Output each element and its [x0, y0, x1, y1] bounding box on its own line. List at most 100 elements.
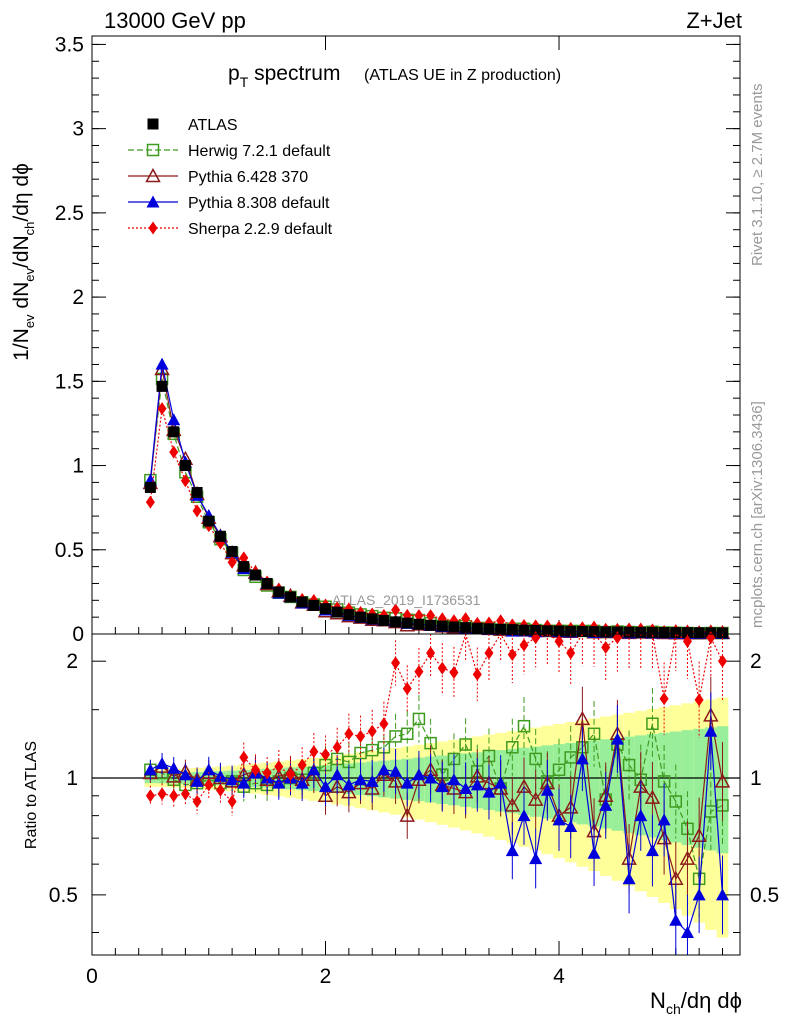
chart-title-rest: spectrum	[248, 62, 340, 85]
ratio-series	[142, 631, 731, 955]
atlas-main-point	[355, 611, 367, 623]
sherpa-2-2-9-default-ratio-point	[437, 661, 447, 675]
atlas-main-point	[308, 599, 320, 611]
sherpa-2-2-9-default-ratio-point	[285, 768, 295, 782]
sherpa-2-2-9-default-ratio-point	[519, 638, 529, 652]
atlas-legend-label: ATLAS	[188, 117, 238, 134]
sherpa-2-2-9-default-ratio-point	[274, 760, 284, 774]
pythia-8-308-default-ratio-point	[470, 778, 484, 791]
atlas-main-point	[483, 623, 495, 635]
pythia-8-308-default-ratio-point	[342, 778, 356, 791]
sherpa-2-2-9-default-ratio-point	[717, 654, 727, 668]
ratio-tick-label: 2	[66, 650, 78, 673]
y-axis-label-sub3: ch	[22, 222, 37, 236]
chart-title: pT spectrum	[228, 62, 340, 90]
x-tick-label: 2	[320, 965, 332, 988]
pythia-8-308-default-ratio-point	[225, 773, 239, 786]
atlas-main-point	[144, 481, 156, 493]
atlas-main-point	[448, 621, 460, 633]
ratio-panel-frame	[91, 633, 741, 956]
atlas-main-point	[378, 615, 390, 627]
x-axis-label-rest: /dη dϕ	[681, 988, 742, 1013]
ratio-tick-label-right: 0.5	[750, 884, 779, 907]
pythia-8-308-default-ratio-point	[599, 798, 613, 811]
ratio-stat-band	[681, 730, 694, 846]
sherpa-2-2-9-default-ratio-point	[566, 646, 576, 660]
herwig-7-2-1-default-ratio-point	[552, 763, 566, 777]
sherpa-2-2-9-default-ratio-point	[694, 693, 704, 707]
ratio-tick-label-right: 1	[750, 767, 762, 790]
sherpa-2-2-9-default-legend-marker	[148, 221, 158, 235]
sherpa-2-2-9-default-ratio-point	[297, 758, 307, 772]
pythia-8-308-default-ratio-point	[715, 888, 729, 901]
sherpa-2-2-9-default-ratio-point	[262, 766, 272, 780]
atlas-main-point	[203, 515, 215, 527]
x-tick-label: 4	[553, 965, 565, 988]
sherpa-2-2-9-default-ratio-point	[157, 787, 167, 801]
y-tick-label: 3.5	[55, 33, 84, 56]
y-tick-label: 2.5	[55, 202, 84, 225]
pythia-8-308-default-main-point	[155, 357, 169, 370]
pythia-8-308-default-ratio-point	[517, 809, 531, 822]
atlas-main-point	[588, 626, 600, 638]
pythia-8-308-default-ratio-point	[634, 809, 648, 822]
sherpa-2-2-9-default-main-point	[461, 612, 471, 626]
herwig-7-2-1-default-ratio-point	[529, 752, 542, 766]
pythia-8-308-default-ratio-point	[447, 773, 461, 786]
pythia-8-308-default-ratio-point	[459, 781, 473, 794]
pythia-8-308-default-ratio-point	[330, 768, 344, 781]
x-axis-label-main: N	[650, 988, 666, 1013]
atlas-main-point	[565, 625, 577, 637]
atlas-main-point	[495, 623, 507, 635]
y-tick-label: 3	[72, 118, 84, 141]
atlas-main-point	[693, 627, 705, 639]
ratio-stat-band	[588, 740, 600, 827]
sherpa-2-2-9-default-main-point	[145, 495, 155, 509]
pythia-8-308-default-ratio-point	[365, 774, 379, 787]
pythia-8-308-default-ratio-point	[680, 925, 694, 938]
herwig-7-2-1-default-ratio-point	[400, 727, 414, 741]
herwig-7-2-1-default-ratio-point	[669, 795, 683, 808]
sherpa-2-2-9-default-ratio-point	[449, 666, 459, 680]
atlas-main-point	[191, 487, 203, 499]
sherpa-2-2-9-default-ratio-point	[402, 682, 412, 696]
y-axis-label-c: /dN	[10, 235, 33, 268]
pythia-8-308-default-ratio-point	[622, 872, 636, 885]
main-panel: 0 0.5 1 1.5 2 2.5 3 3.5	[55, 33, 741, 938]
atlas-main-point	[226, 545, 238, 557]
atlas-main-point	[670, 627, 682, 639]
pythia-8-308-default-ratio-point	[400, 776, 414, 789]
pythia-8-308-default-ratio-point	[505, 844, 519, 857]
pythia-8-308-default-ratio-point	[552, 813, 566, 826]
atlas-main-point	[296, 596, 308, 608]
pythia-6-428-370-ratio-point	[714, 773, 731, 788]
pythia-8-308-default-ratio-point	[178, 768, 192, 781]
pythia-8-308-default-ratio-point	[587, 846, 601, 859]
sherpa-2-2-9-default-ratio-point	[484, 646, 494, 660]
sherpa-2-2-9-default-ratio-point	[682, 634, 692, 648]
pythia-6-428-370-ratio-line	[150, 715, 724, 881]
ratio-stat-band	[693, 728, 705, 848]
legend: ATLAS Herwig 7.2.1 default Pythia 6.428 37…	[128, 117, 333, 238]
sherpa-2-2-9-default-ratio-point	[332, 740, 342, 754]
atlas-main-point	[320, 603, 332, 615]
sherpa-2-2-9-default-ratio-point	[169, 789, 179, 803]
header-right-label: Z+Jet	[686, 8, 742, 33]
herwig-7-2-1-default-ratio-point	[459, 738, 472, 751]
chart-title-paren: (ATLAS UE in Z production)	[364, 67, 561, 84]
sherpa-2-2-9-default-ratio-point	[472, 667, 482, 681]
pythia-6-428-370-ratio-point	[504, 797, 521, 812]
atlas-main-point	[401, 617, 413, 629]
pythia-8-308-default-ratio-point	[155, 757, 169, 770]
sherpa-2-2-9-default-ratio-point	[426, 646, 436, 660]
herwig-7-2-1-default-ratio-point	[564, 751, 577, 764]
pythia-8-308-default-ratio-point	[213, 769, 227, 782]
x-axis-label: Nch/dη dϕ	[650, 988, 742, 1017]
pythia-6-428-370-ratio-point	[644, 789, 661, 804]
herwig-7-2-1-default-ratio-point	[622, 758, 636, 772]
y-tick-label: 1.5	[55, 370, 84, 393]
pythia-8-308-default-ratio-point	[669, 913, 683, 926]
herwig-7-2-1-default-ratio-point	[517, 719, 531, 733]
atlas-main-point	[366, 613, 378, 625]
atlas-main-point	[284, 591, 296, 603]
